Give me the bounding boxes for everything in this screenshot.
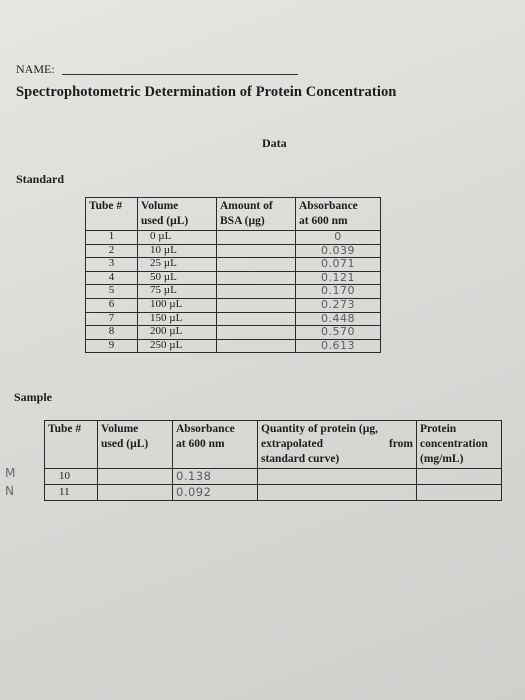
name-label: NAME: [16, 62, 55, 76]
standard-col-tube: Tube # [85, 197, 138, 231]
standard-table-row: 3 25 µL 0.071 [85, 257, 381, 272]
standard-cell-volume: 100 µL [137, 297, 217, 313]
standard-table-row: 2 10 µL 0.039 [85, 243, 381, 259]
sample-col-absorbance: Absorbance at 600 nm [172, 420, 258, 469]
standard-cell-bsa [216, 297, 296, 313]
handwritten-absorbance: 0.570 [321, 325, 355, 339]
margin-mark-m: M [5, 466, 16, 480]
standard-table-row: 8 200 µL 0.570 [85, 325, 381, 340]
standard-cell-volume: 0 µL [137, 230, 217, 245]
standard-cell-absorbance: 0 [295, 230, 381, 245]
sample-cell-quantity [257, 484, 417, 501]
standard-cell-volume: 25 µL [137, 257, 217, 272]
standard-table: Tube # Volume used (µL) Amount of BSA (µ… [85, 197, 381, 354]
standard-cell-volume: 200 µL [137, 325, 217, 340]
standard-cell-absorbance: 0.448 [295, 311, 381, 327]
handwritten-absorbance: 0.170 [321, 284, 355, 298]
handwritten-absorbance: 0.039 [321, 243, 355, 257]
standard-cell-absorbance: 0.071 [295, 257, 381, 272]
sample-table: Tube # Volume used (µL) Absorbance at 60… [44, 420, 502, 501]
standard-cell-absorbance: 0.170 [295, 284, 381, 299]
sample-table-row: 10 0.138 [44, 468, 502, 485]
standard-cell-tube: 6 [85, 297, 138, 313]
standard-cell-bsa [216, 325, 296, 340]
page-title: Spectrophotometric Determination of Prot… [16, 84, 397, 100]
standard-table-row: 4 50 µL 0.121 [85, 270, 381, 286]
standard-cell-bsa [216, 338, 296, 354]
standard-col-absorbance: Absorbance at 600 nm [295, 197, 381, 231]
sample-cell-tube: 11 [44, 484, 98, 501]
sample-cell-concentration [416, 484, 502, 501]
sample-col-volume: Volume used (µL) [97, 420, 173, 469]
standard-cell-bsa [216, 243, 296, 259]
sample-table-header-row: Tube # Volume used (µL) Absorbance at 60… [44, 420, 502, 469]
sample-col-tube: Tube # [44, 420, 98, 469]
standard-cell-volume: 250 µL [137, 338, 217, 354]
sample-cell-concentration [416, 468, 502, 485]
standard-cell-absorbance: 0.570 [295, 325, 381, 340]
sample-col-quantity: Quantity of protein (µg, extrapolated fr… [257, 420, 417, 469]
standard-cell-volume: 10 µL [137, 243, 217, 259]
standard-col-volume: Volume used (µL) [137, 197, 217, 231]
standard-cell-tube: 1 [85, 230, 138, 245]
standard-cell-tube: 3 [85, 257, 138, 272]
margin-mark-n: N [5, 484, 14, 498]
standard-cell-tube: 9 [85, 338, 138, 354]
standard-table-header-row: Tube # Volume used (µL) Amount of BSA (µ… [85, 197, 381, 231]
sample-cell-absorbance: 0.138 [172, 468, 258, 485]
standard-cell-tube: 5 [85, 284, 138, 299]
handwritten-absorbance: 0.121 [321, 270, 355, 284]
standard-table-row: 6 100 µL 0.273 [85, 297, 381, 313]
sample-cell-quantity [257, 468, 417, 485]
sample-cell-tube: 10 [44, 468, 98, 485]
standard-cell-bsa [216, 257, 296, 272]
standard-cell-bsa [216, 284, 296, 299]
standard-cell-absorbance: 0.613 [295, 338, 381, 354]
standard-cell-tube: 2 [85, 243, 138, 259]
standard-table-row: 9 250 µL 0.613 [85, 338, 381, 354]
sample-cell-volume [97, 468, 173, 485]
standard-cell-bsa [216, 311, 296, 327]
sample-section-label: Sample [14, 390, 53, 404]
standard-cell-volume: 50 µL [137, 270, 217, 286]
name-underline [62, 74, 298, 75]
sample-table-row: 11 0.092 [44, 484, 502, 501]
handwritten-absorbance: 0.138 [176, 469, 212, 483]
standard-table-row: 5 75 µL 0.170 [85, 284, 381, 299]
standard-cell-tube: 8 [85, 325, 138, 340]
handwritten-absorbance: 0 [334, 230, 342, 243]
standard-cell-tube: 7 [85, 311, 138, 327]
sample-cell-volume [97, 484, 173, 501]
handwritten-absorbance: 0.613 [321, 338, 355, 352]
standard-cell-bsa [216, 230, 296, 245]
data-heading: Data [262, 136, 287, 150]
standard-section-label: Standard [16, 172, 65, 186]
standard-cell-volume: 150 µL [137, 311, 217, 327]
handwritten-absorbance: 0.273 [321, 297, 355, 311]
standard-cell-volume: 75 µL [137, 284, 217, 299]
handwritten-absorbance: 0.071 [321, 257, 355, 271]
sample-cell-absorbance: 0.092 [172, 484, 258, 501]
standard-col-bsa: Amount of BSA (µg) [216, 197, 296, 231]
sample-col-concentration: Protein concentration (mg/mL) [416, 420, 502, 469]
sample-col-quantity-line2: extrapolated from [261, 438, 413, 450]
standard-cell-absorbance: 0.273 [295, 297, 381, 313]
handwritten-absorbance: 0.448 [321, 311, 355, 325]
standard-cell-bsa [216, 270, 296, 286]
standard-table-row: 7 150 µL 0.448 [85, 311, 381, 327]
standard-cell-tube: 4 [85, 270, 138, 286]
standard-cell-absorbance: 0.039 [295, 243, 381, 259]
handwritten-absorbance: 0.092 [176, 485, 212, 499]
standard-cell-absorbance: 0.121 [295, 270, 381, 286]
